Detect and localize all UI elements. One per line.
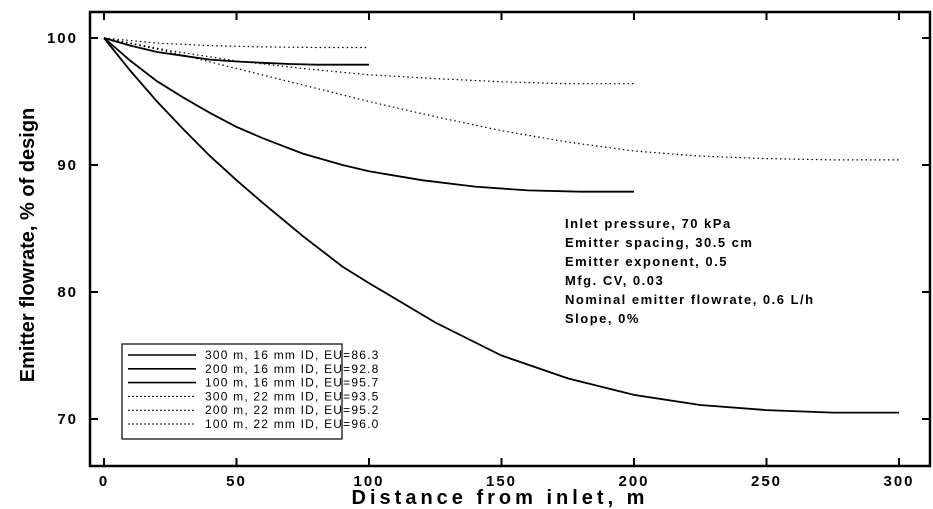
- legend-label: 100 m, 22 mm ID, EU=96.0: [205, 417, 380, 431]
- annotation-line: Mfg. CV, 0.03: [565, 273, 664, 288]
- annotation-line: Emitter spacing, 30.5 cm: [565, 235, 753, 250]
- legend-label: 200 m, 16 mm ID, EU=92.8: [205, 362, 380, 376]
- annotation-line: Nominal emitter flowrate, 0.6 L/h: [565, 292, 815, 307]
- legend-label: 300 m, 16 mm ID, EU=86.3: [205, 348, 380, 362]
- y-tick-label: 90: [57, 157, 78, 174]
- annotation-block: Inlet pressure, 70 kPa Emitter spacing, 3…: [565, 216, 815, 326]
- y-tick-label: 80: [57, 284, 78, 301]
- x-tick-label: 200: [618, 473, 649, 490]
- series-line-300-m-16-mm-id-eu-86-3: [103, 37, 899, 414]
- series-line-100-m-22-mm-id-eu-96-0: [103, 37, 369, 49]
- series-line-300-m-22-mm-id-eu-93-5: [103, 37, 899, 161]
- y-axis-title: Emitter flowrate, % of design: [17, 108, 39, 382]
- x-tick-label: 250: [751, 473, 782, 490]
- legend-label: 100 m, 16 mm ID, EU=95.7: [205, 376, 380, 390]
- series-line-200-m-22-mm-id-eu-95-2: [103, 37, 634, 85]
- y-tick-label: 100: [47, 30, 78, 47]
- annotation-line: Slope, 0%: [565, 311, 640, 326]
- legend-box: [121, 343, 343, 440]
- x-axis-title: Distance from inlet, m: [352, 487, 649, 509]
- series-line-100-m-16-mm-id-eu-95-7: [103, 37, 369, 66]
- legend-label: 200 m, 22 mm ID, EU=95.2: [205, 403, 380, 417]
- x-tick-label: 150: [486, 473, 517, 490]
- x-tick-label: 0: [99, 473, 109, 490]
- annotation-line: Inlet pressure, 70 kPa: [565, 216, 732, 231]
- legend-label: 300 m, 22 mm ID, EU=93.5: [205, 389, 380, 403]
- y-tick-label: 70: [57, 411, 78, 428]
- plot-frame: [88, 10, 932, 468]
- series-group: [103, 37, 899, 414]
- x-tick-label: 100: [353, 473, 384, 490]
- x-tick-label: 50: [226, 473, 247, 490]
- x-tick-label: 300: [883, 473, 914, 490]
- series-line-200-m-16-mm-id-eu-92-8: [103, 37, 634, 193]
- axis-ticks: 0 50 100 150 200 250 300 70 80 90 100: [47, 12, 930, 490]
- annotation-line: Emitter exponent, 0.5: [565, 254, 728, 269]
